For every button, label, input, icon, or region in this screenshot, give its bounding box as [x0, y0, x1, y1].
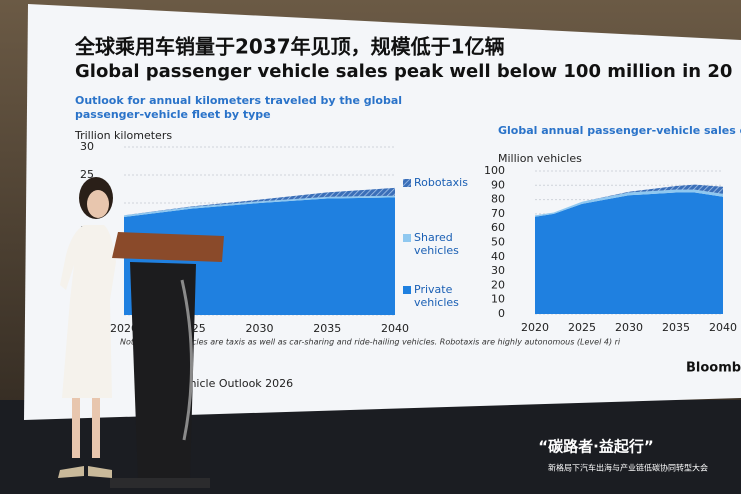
podium-base	[110, 478, 210, 488]
area-series	[124, 187, 395, 216]
y-tick-label: 80	[491, 193, 505, 206]
slide-title-cn: 全球乘用车销量于2037年见顶，规模低于1亿辆	[74, 35, 505, 59]
speaker-shoes	[58, 466, 112, 478]
slide-note: Note: Shared vehicles are taxis as well …	[120, 338, 621, 347]
slide: 全球乘用车销量于2037年见顶，规模低于1亿辆 Global passenger…	[74, 35, 741, 391]
y-tick-label: 70	[491, 207, 505, 220]
speaker-dress	[60, 225, 116, 398]
legend-swatch	[403, 286, 411, 294]
area-series	[535, 189, 723, 217]
y-tick-label: 0	[498, 307, 505, 320]
slide-source: Vehicle Outlook 2026	[176, 377, 293, 390]
speaker-face	[87, 190, 109, 218]
legend-swatch	[403, 179, 411, 187]
x-tick-label: 2030	[615, 321, 643, 334]
y-tick-label: 10	[491, 293, 505, 306]
y-axis-label: Million vehicles	[498, 152, 582, 165]
y-tick-label: 25	[80, 168, 94, 181]
x-tick-label: 2035	[313, 322, 341, 335]
y-tick-label: 30	[491, 264, 505, 277]
x-tick-label: 2020	[110, 322, 138, 335]
podium-stand	[130, 262, 196, 480]
legend-swatch	[403, 234, 411, 242]
chart: Global annual passenger-vehicle sales ou…	[484, 124, 741, 334]
y-tick-label: 60	[491, 221, 505, 234]
y-tick-label: 100	[484, 164, 505, 177]
legend-label: Shared vehicles	[414, 231, 459, 257]
area-series	[535, 184, 723, 216]
banner-subtitle: 新格局下汽车出海与产业链低碳协同转型大会	[548, 463, 708, 473]
x-tick-label: 2040	[381, 322, 409, 335]
legend-label: Robotaxis	[414, 176, 468, 189]
legend-label: Private vehicles	[414, 283, 459, 309]
area-series	[535, 192, 723, 314]
banner: “碳路者·益起行” 新格局下汽车出海与产业链低碳协同转型大会	[538, 438, 708, 473]
podium-trim	[180, 279, 194, 441]
y-tick-label: 30	[80, 140, 94, 153]
x-tick-label: 2030	[246, 322, 274, 335]
x-tick-label: 2025	[568, 321, 596, 334]
y-tick-label: 20	[491, 278, 505, 291]
y-tick-label: 50	[491, 236, 505, 249]
podium-top	[112, 232, 224, 262]
y-tick-label: 40	[491, 250, 505, 263]
x-tick-label: 2020	[521, 321, 549, 334]
slide-title-en: Global passenger vehicle sales peak well…	[75, 61, 732, 82]
chart-title: Outlook for annual kilometers traveled b…	[75, 94, 402, 121]
x-tick-label: 2035	[662, 321, 690, 334]
foreground	[58, 177, 224, 488]
y-tick-label: 90	[491, 178, 505, 191]
banner-title: “碳路者·益起行”	[538, 438, 653, 456]
speaker-leg	[72, 398, 80, 458]
logo: Bloombe	[686, 361, 741, 376]
chart-title: Global annual passenger-vehicle sales ou…	[498, 124, 741, 137]
y-axis-label: Trillion kilometers	[74, 129, 172, 142]
x-tick-label: 2040	[709, 321, 737, 334]
speaker-leg	[92, 398, 100, 458]
